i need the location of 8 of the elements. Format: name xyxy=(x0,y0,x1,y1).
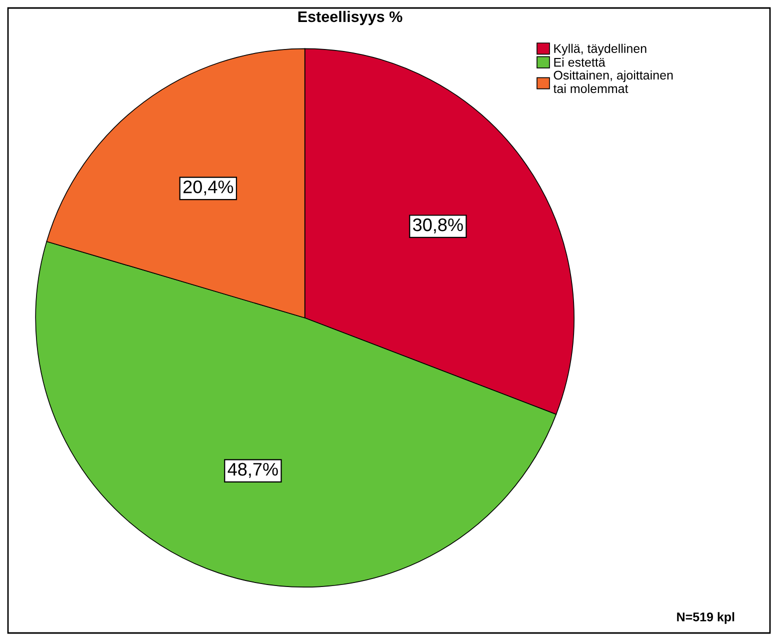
chart-title: Esteellisyys % xyxy=(298,10,402,26)
data-label: 20,4% xyxy=(183,180,234,196)
legend-label: Kyllä, täydellinen xyxy=(554,44,646,56)
data-label: 30,8% xyxy=(413,218,463,234)
data-label: 48,7% xyxy=(228,462,278,478)
legend-label: Osittainen, ajoittainen tai molemmat xyxy=(553,70,673,94)
legend-label: Ei estettä xyxy=(554,58,606,67)
text: N=519 kpl xyxy=(677,612,734,624)
